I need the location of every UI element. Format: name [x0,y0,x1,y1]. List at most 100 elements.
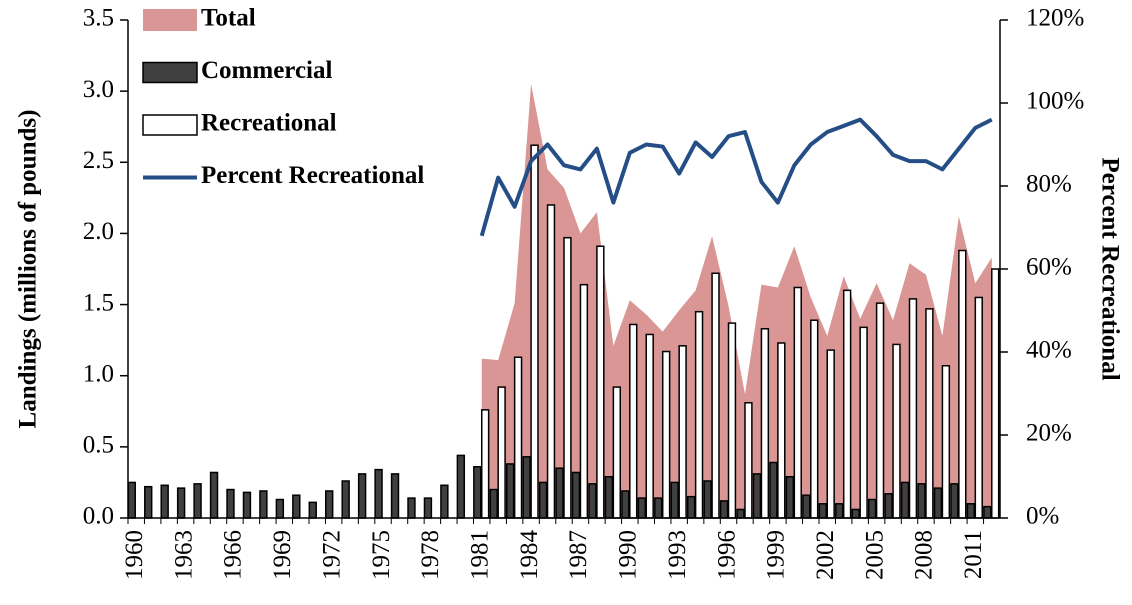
bar [818,503,827,519]
bar [275,498,285,519]
bar [357,473,367,519]
x-tick-label: 1996 [713,530,740,580]
bar [925,308,934,519]
bar [596,245,605,519]
x-tick-label: 1993 [664,530,691,580]
bar [884,493,893,519]
x-tick-label: 1966 [220,530,247,580]
x-tick-label: 1987 [565,530,592,580]
y2-tick-label: 80% [1026,171,1072,198]
bar [390,473,400,519]
y-tick-label: 0.0 [83,503,114,530]
bar [950,483,959,519]
bar [933,487,943,519]
bar [769,461,778,519]
bar [760,328,770,519]
bar [423,497,433,519]
bar [374,468,383,519]
bar [686,495,696,519]
bar [513,356,523,519]
y-axis-title: Landings (millions of pounds) [15,110,42,429]
y2-tick-label: 100% [1026,88,1084,115]
bar [407,497,416,519]
bar [440,484,449,519]
bar [127,481,136,519]
bar [176,487,186,519]
percent-line [479,117,993,237]
bar [341,480,350,519]
bar [727,322,737,519]
bar [694,310,704,519]
bar [859,326,868,519]
x-tick-label: 1990 [615,530,642,580]
y-tick-label: 2.5 [83,147,114,174]
x-tick-label: 1972 [318,530,345,580]
bar [875,302,885,519]
y2-tick-label: 0% [1026,503,1059,530]
bar [826,349,835,519]
x-tick-label: 2011 [960,530,987,579]
y-tick-label: 3.0 [83,76,114,103]
bar [522,456,531,519]
bar [802,494,811,519]
bar [160,484,169,519]
x-tick-label: 1960 [121,530,148,580]
x-tick-label: 1984 [516,530,543,581]
bar [588,483,597,519]
bar [974,296,983,519]
bar [810,319,819,519]
bar [678,345,687,519]
bar [563,236,572,519]
bar [144,485,153,519]
bar [908,298,918,519]
bar [711,272,720,519]
bar [546,204,556,519]
bar [835,503,844,519]
bar [900,481,910,519]
y-tick-label: 1.5 [83,289,114,316]
y2-tick-label: 60% [1026,254,1072,281]
legend-label: Percent Recreational [201,162,424,189]
bar [571,471,581,519]
bar [530,144,539,519]
legend-swatch [142,61,198,84]
bar [958,249,967,519]
y-tick-label: 1.0 [83,360,114,387]
x-tick-label: 1999 [763,530,790,580]
bar [489,488,498,519]
bar [777,342,786,519]
bar [193,483,202,519]
bar [842,289,852,519]
legend-swatch [143,9,197,31]
bar [719,500,729,519]
legend-swatch [142,114,198,136]
bar [645,333,654,519]
x-tick-label: 1981 [466,530,493,580]
x-tick-label: 1969 [269,530,296,580]
bar [505,463,515,519]
bar [941,365,951,519]
bar [612,386,622,519]
bar [629,323,638,519]
x-tick-label: 2002 [812,530,839,580]
bar [983,505,992,519]
bar [497,386,506,519]
bar [966,503,976,519]
bar [736,508,745,519]
y-tick-label: 3.5 [83,5,114,32]
bar [744,401,753,519]
bar [892,343,901,519]
bar [851,508,860,519]
bar [555,467,564,519]
legend-label: Recreational [201,110,337,137]
bar [480,409,490,519]
x-tick-label: 1975 [368,530,395,580]
x-tick-label: 2005 [861,530,888,580]
bar [226,488,235,519]
bar [259,490,268,519]
legend-label: Commercial [201,57,332,84]
bar [292,494,301,519]
bar [991,268,1000,519]
y2-tick-label: 20% [1026,420,1072,447]
bar [456,454,466,519]
